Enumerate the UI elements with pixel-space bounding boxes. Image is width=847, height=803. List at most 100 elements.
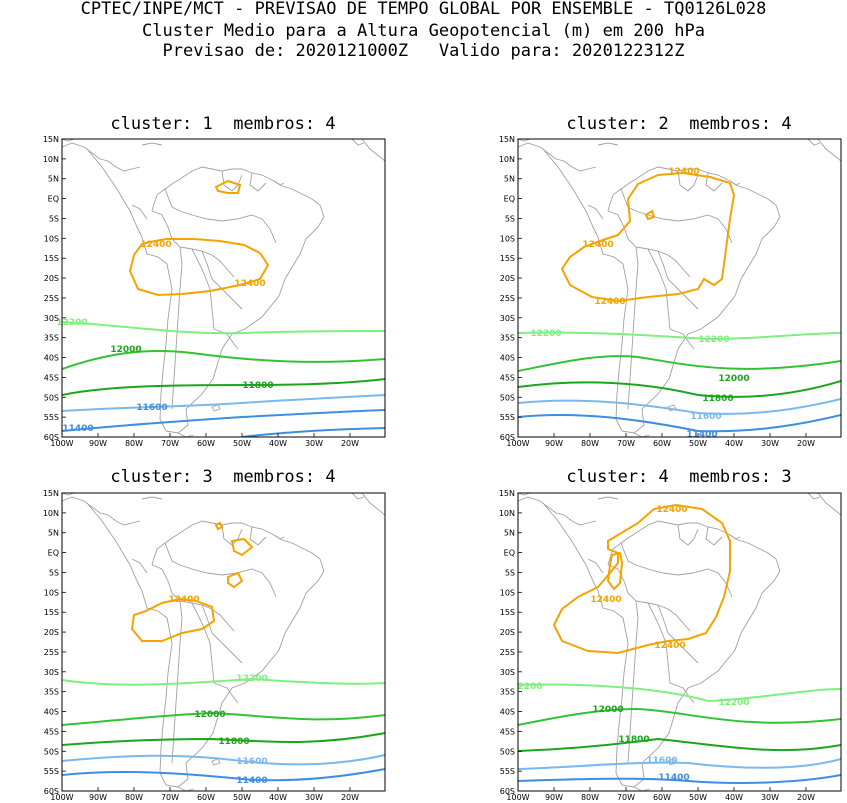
label-12400-c: 12400 xyxy=(594,297,625,307)
lat-tick-label: 40S xyxy=(44,708,59,717)
label-12400-a: 12400 xyxy=(668,167,699,177)
lat-tick-label: 55S xyxy=(500,767,515,776)
label-12200-b: 12200 xyxy=(698,335,729,345)
lon-tick-label: 100W xyxy=(50,439,73,448)
panel-3-map: 12400 12200 12000 11800 11600 11400 xyxy=(61,492,386,792)
lat-tick-label: 15N xyxy=(43,489,59,498)
lat-tick-label: 20S xyxy=(44,628,59,637)
lat-tick-label: 10N xyxy=(43,155,59,164)
lon-tick-label: 60W xyxy=(653,439,671,448)
lat-tick-label: 20S xyxy=(44,274,59,283)
lon-tick-label: 20W xyxy=(797,793,815,802)
lat-tick-label: 50S xyxy=(500,747,515,756)
panel-2-map: 12400 12400 12400 12200 12200 12000 1180… xyxy=(517,138,842,440)
contour-11800 xyxy=(518,737,841,752)
lat-tick-label: EQ xyxy=(504,549,515,558)
contour-12200 xyxy=(62,321,385,335)
lat-tick-label: 35S xyxy=(44,688,59,697)
panel-3-title: cluster: 3 membros: 4 xyxy=(110,467,336,487)
lon-tick-label: 50W xyxy=(233,793,251,802)
lat-tick-label: 25S xyxy=(500,648,515,657)
contour-12200 xyxy=(518,683,841,703)
contour-11600 xyxy=(518,758,841,770)
lat-tick-label: 45S xyxy=(44,727,59,736)
lat-tick-label: 5S xyxy=(49,568,59,577)
label-12000: 12000 xyxy=(194,710,225,720)
panel-2-title: cluster: 2 membros: 4 xyxy=(566,114,792,134)
contour-11800 xyxy=(62,378,385,396)
contour-12400-a xyxy=(560,171,736,303)
label-11400: 11400 xyxy=(62,424,93,434)
lat-tick-label: 55S xyxy=(44,413,59,422)
label-12400-b: 12400 xyxy=(590,595,621,605)
label-11800: 11800 xyxy=(702,394,733,404)
contour-11800 xyxy=(62,732,385,746)
lat-tick-label: 10S xyxy=(500,234,515,243)
label-12200-a: 2200 xyxy=(517,682,542,692)
contour-12400-a xyxy=(214,179,242,194)
header-line-2: Cluster Medio para a Altura Geopotencial… xyxy=(142,21,705,41)
contour-12000 xyxy=(518,707,841,726)
lon-tick-label: 40W xyxy=(269,793,287,802)
lon-tick-label: 30W xyxy=(305,793,323,802)
lat-tick-label: 15N xyxy=(499,489,515,498)
label-12400-b: 12400 xyxy=(582,240,613,250)
lat-tick-label: 60S xyxy=(500,787,515,796)
lon-tick-label: 90W xyxy=(89,439,107,448)
lat-tick-label: 10S xyxy=(44,234,59,243)
lat-tick-label: 40S xyxy=(500,354,515,363)
lon-tick-label: 50W xyxy=(689,793,707,802)
lon-tick-label: 40W xyxy=(269,439,287,448)
lat-tick-label: 5S xyxy=(505,214,515,223)
lat-tick-label: 60S xyxy=(44,787,59,796)
panel-4-title: cluster: 4 membros: 3 xyxy=(566,467,792,487)
panel-1-map: 12400 12400 12200 12000 11800 11600 1140… xyxy=(56,138,386,438)
label-11600: 11600 xyxy=(136,403,167,413)
contour-12000 xyxy=(62,350,385,370)
contour-11400 xyxy=(62,768,385,782)
lat-tick-label: 20S xyxy=(500,628,515,637)
lat-tick-label: 35S xyxy=(500,334,515,343)
lat-tick-label: 50S xyxy=(44,393,59,402)
contour-12400-b xyxy=(606,551,624,591)
lat-tick-label: 5S xyxy=(49,214,59,223)
panel-1-tick-labels: 15N 10N 5N EQ 5S 10S 15S 20S 25S 30S 35S 40S 45S 50S 5… xyxy=(43,135,359,448)
lat-tick-label: 10N xyxy=(43,509,59,518)
label-11800: 11800 xyxy=(618,735,649,745)
lat-tick-label: 60S xyxy=(44,433,59,442)
lon-tick-label: 70W xyxy=(617,793,635,802)
lat-tick-label: EQ xyxy=(504,195,515,204)
contour-11800 xyxy=(518,380,841,398)
label-12000: 12000 xyxy=(718,374,749,384)
lat-tick-label: 35S xyxy=(44,334,59,343)
lon-tick-label: 60W xyxy=(197,793,215,802)
lat-tick-label: 5N xyxy=(504,175,515,184)
lat-tick-label: 5N xyxy=(48,529,59,538)
lon-tick-label: 80W xyxy=(125,439,143,448)
lat-tick-label: 25S xyxy=(44,648,59,657)
lat-tick-label: 45S xyxy=(500,373,515,382)
lon-tick-label: 90W xyxy=(89,793,107,802)
label-11400: 11400 xyxy=(686,430,717,440)
contour-12000 xyxy=(62,711,385,726)
lat-tick-label: 15S xyxy=(44,608,59,617)
lat-tick-label: 10N xyxy=(499,509,515,518)
lon-tick-label: 100W xyxy=(506,439,529,448)
lat-tick-label: 10S xyxy=(500,588,515,597)
label-11800: 11800 xyxy=(242,381,273,391)
label-12200-b: 12200 xyxy=(718,698,749,708)
lat-tick-label: 20S xyxy=(500,274,515,283)
lat-tick-label: 15S xyxy=(500,254,515,263)
label-12200: 12200 xyxy=(236,674,267,684)
lat-tick-label: 5S xyxy=(505,568,515,577)
label-12200-a: 12200 xyxy=(530,329,561,339)
lat-tick-label: 5N xyxy=(504,529,515,538)
panel-4-tick-labels: 15N 10N 5N EQ 5S 10S 15S 20S 25S 30S 35S 40S 45S 50S 5… xyxy=(499,489,815,802)
lat-tick-label: 25S xyxy=(44,294,59,303)
label-11800: 11800 xyxy=(218,737,249,747)
contour-11400 xyxy=(518,413,841,433)
panel-3-tick-labels: 15N 10N 5N EQ 5S 10S 15S 20S 25S 30S 35S 40S 45S 50S 5… xyxy=(43,489,359,802)
contour-12200 xyxy=(62,677,385,686)
contour-12000 xyxy=(518,355,841,372)
